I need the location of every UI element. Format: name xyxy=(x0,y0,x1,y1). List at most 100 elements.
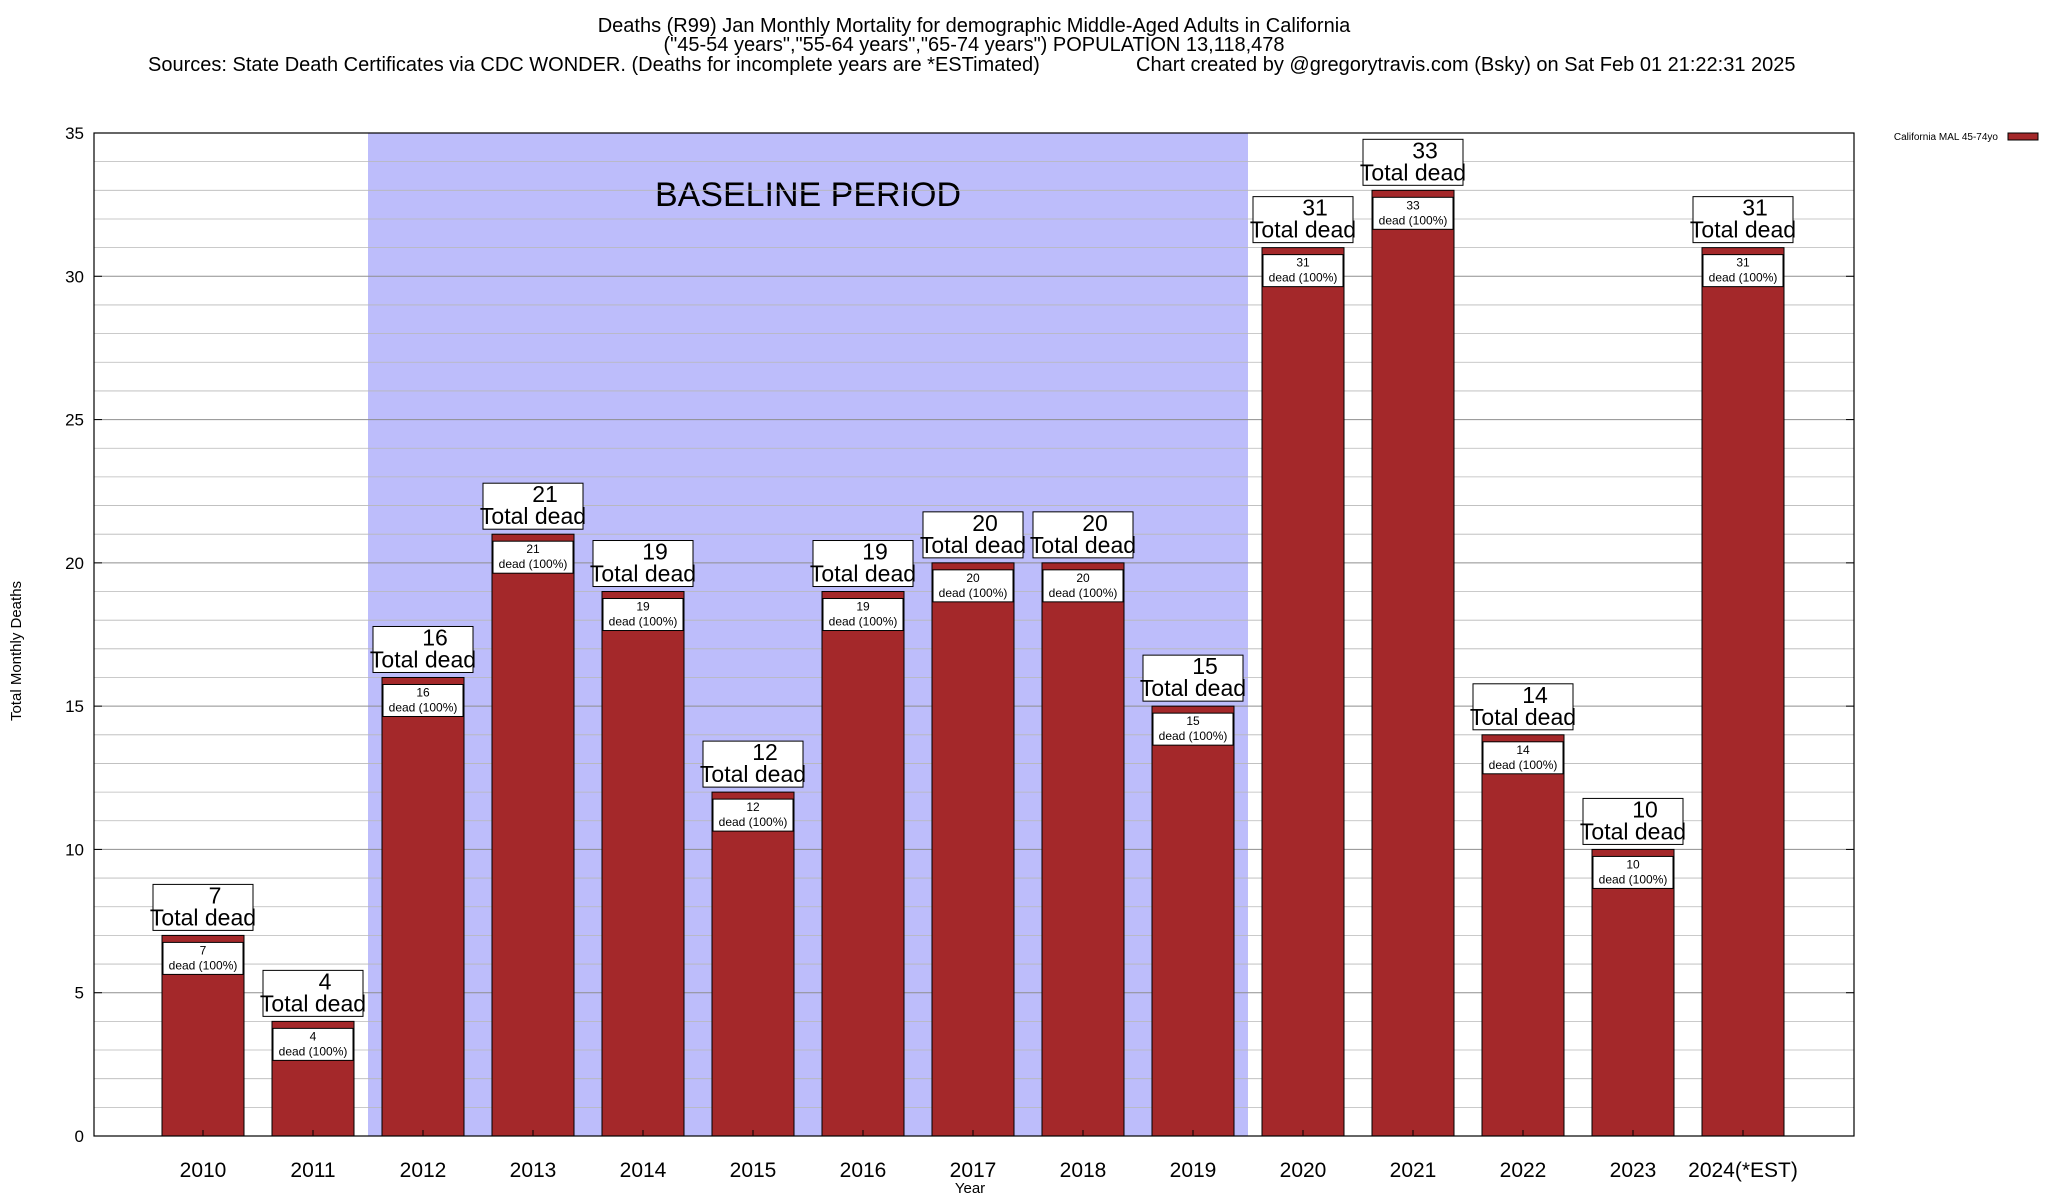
bar-2016 xyxy=(821,591,905,1137)
total-label-value: 33 xyxy=(1412,137,1438,163)
bar-2015 xyxy=(711,791,795,1137)
x-tick-label: 2016 xyxy=(840,1159,887,1182)
bars xyxy=(161,189,1785,1137)
total-label-text: Total dead xyxy=(1580,818,1686,844)
inner-label-text: dead (100%) xyxy=(1379,213,1448,227)
total-label-box xyxy=(372,625,474,673)
x-tick-label: 2023 xyxy=(1610,1159,1657,1182)
inner-label-text: dead (100%) xyxy=(939,586,1008,600)
y-tick-label: 5 xyxy=(75,984,84,1003)
y-tick-label: 25 xyxy=(65,411,84,430)
inner-label-value: 10 xyxy=(1626,857,1640,871)
legend-swatch xyxy=(2007,132,2039,141)
chart-credit: Chart created by @gregorytravis.com (Bsk… xyxy=(1136,54,1796,76)
inner-label-text: dead (100%) xyxy=(499,557,568,571)
total-label-text: Total dead xyxy=(590,561,696,587)
total-label-value: 16 xyxy=(422,624,448,650)
x-tick-label: 2011 xyxy=(290,1159,335,1182)
x-tick-label: 2018 xyxy=(1060,1159,1107,1182)
total-label-box xyxy=(922,511,1024,559)
plot-frame xyxy=(93,132,1855,1137)
inner-label-text: dead (100%) xyxy=(389,700,458,714)
y-tick-label: 15 xyxy=(65,697,84,716)
inner-label-text: dead (100%) xyxy=(1489,758,1558,772)
y-axis-title: Total Monthly Deaths xyxy=(8,581,25,721)
total-label-box xyxy=(702,740,804,788)
bar-2018 xyxy=(1041,562,1125,1137)
inner-label-box xyxy=(1702,254,1784,288)
total-label-value: 14 xyxy=(1522,682,1548,708)
total-label-value: 19 xyxy=(862,539,888,565)
inner-label-text: dead (100%) xyxy=(1709,271,1778,285)
inner-label-box xyxy=(602,598,684,632)
inner-label-text: dead (100%) xyxy=(719,815,788,829)
x-tick-label: 2014 xyxy=(620,1159,667,1182)
inner-label-value: 4 xyxy=(310,1029,317,1043)
total-label-value: 15 xyxy=(1192,653,1218,679)
inner-label-value: 16 xyxy=(416,685,430,699)
bar-2014 xyxy=(601,591,685,1137)
inner-label-text: dead (100%) xyxy=(1599,872,1668,886)
total-label-text: Total dead xyxy=(150,904,256,930)
total-label-text: Total dead xyxy=(1250,217,1356,243)
bar-2024(*EST) xyxy=(1701,247,1785,1137)
total-label-box xyxy=(1692,196,1794,244)
x-tick-label: 2015 xyxy=(730,1159,777,1182)
inner-label-text: dead (100%) xyxy=(1049,586,1118,600)
total-label-text: Total dead xyxy=(1360,159,1466,185)
legend: California MAL 45-74yo xyxy=(1894,132,2039,143)
total-label-text: Total dead xyxy=(700,761,806,787)
y-tick-label: 20 xyxy=(65,554,84,573)
total-label-box xyxy=(1362,138,1464,186)
total-label-box xyxy=(262,969,364,1017)
total-label-box xyxy=(1032,511,1134,559)
inner-label-box xyxy=(1042,569,1124,603)
bar-2023 xyxy=(1591,848,1675,1137)
total-label-text: Total dead xyxy=(370,646,476,672)
inner-label-value: 19 xyxy=(636,600,650,614)
total-label-box xyxy=(1252,196,1354,244)
inner-label-box xyxy=(1372,196,1454,230)
total-label-box xyxy=(592,540,694,588)
inner-label-value: 15 xyxy=(1186,714,1200,728)
axes: 0 5 10 15 20 25 30 35 xyxy=(65,124,1855,1146)
y-tick-label: 35 xyxy=(65,124,84,143)
bar-2017 xyxy=(931,562,1015,1137)
inner-label-text: dead (100%) xyxy=(829,615,898,629)
inner-label-box xyxy=(1592,855,1674,889)
total-label-value: 12 xyxy=(752,739,778,765)
x-tick-label: 2020 xyxy=(1280,1159,1327,1182)
total-label-text: Total dead xyxy=(1690,217,1796,243)
inner-label-value: 33 xyxy=(1406,198,1420,212)
inner-label-box xyxy=(822,598,904,632)
bar-2020 xyxy=(1261,247,1345,1137)
inner-label-value: 20 xyxy=(966,571,980,585)
total-label-value: 10 xyxy=(1632,796,1658,822)
bar-2012 xyxy=(381,676,465,1137)
chart-subtitle: ("45-54 years","55-64 years","65-74 year… xyxy=(663,34,1284,56)
total-label-value: 7 xyxy=(209,882,222,908)
x-tick-label: 2024(*EST) xyxy=(1688,1159,1798,1182)
bar-2022 xyxy=(1481,734,1565,1137)
total-label-value: 31 xyxy=(1742,195,1768,221)
inner-label-text: dead (100%) xyxy=(279,1044,348,1058)
inner-label-text: dead (100%) xyxy=(169,958,238,972)
inner-label-box xyxy=(932,569,1014,603)
total-label-text: Total dead xyxy=(1140,675,1246,701)
bar-2013 xyxy=(491,533,575,1137)
inner-label-value: 19 xyxy=(856,600,870,614)
total-label-value: 20 xyxy=(1082,510,1108,536)
inner-label-box xyxy=(1262,254,1344,288)
baseline-label: BASELINE PERIOD xyxy=(655,176,961,214)
bar-2019 xyxy=(1151,705,1235,1137)
total-label-text: Total dead xyxy=(810,561,916,587)
total-label-text: Total dead xyxy=(260,990,366,1016)
total-label-value: 19 xyxy=(642,539,668,565)
y-tick-label: 0 xyxy=(75,1127,84,1146)
total-label-value: 20 xyxy=(972,510,998,536)
x-tick-label: 2019 xyxy=(1170,1159,1217,1182)
chart-title: Deaths (R99) Jan Monthly Mortality for d… xyxy=(598,15,1351,37)
inner-label-value: 14 xyxy=(1516,743,1530,757)
